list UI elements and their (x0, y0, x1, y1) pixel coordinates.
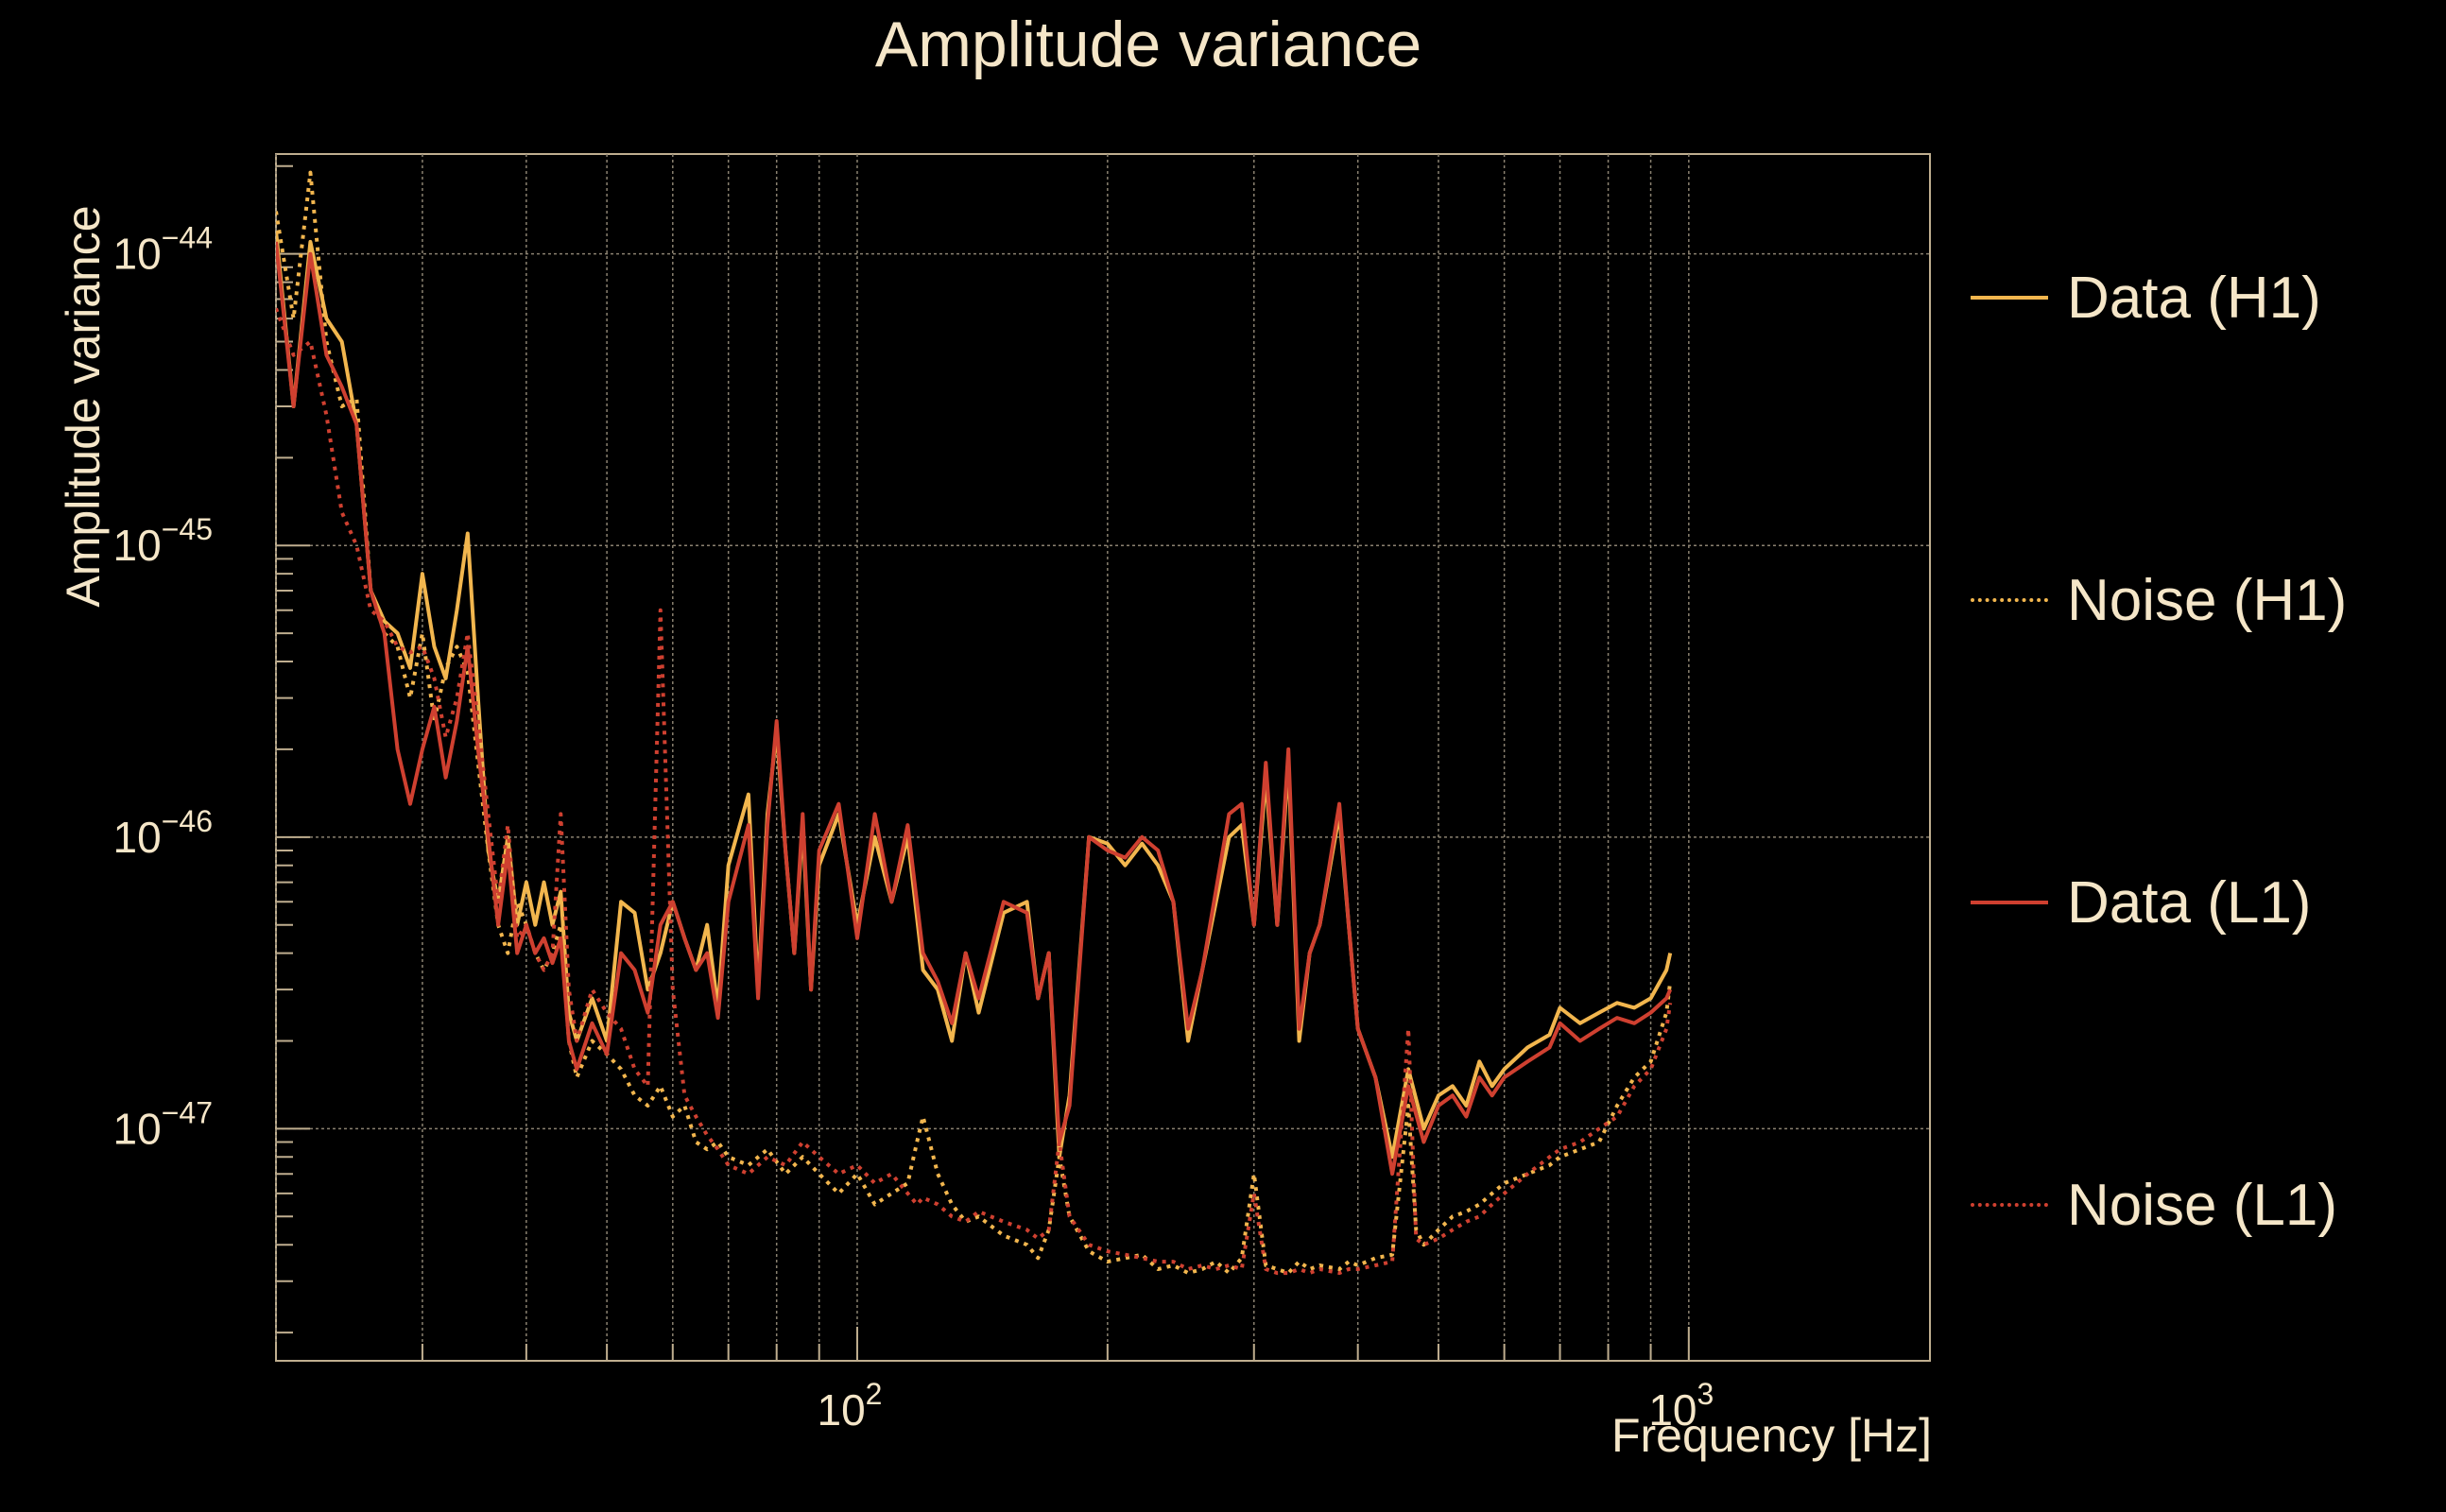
legend-label-data-h1: Data (H1) (2067, 265, 2321, 331)
legend-swatch-noise-h1 (1971, 598, 2048, 602)
series-line-3 (276, 307, 1673, 1276)
y-tick-label: 10−46 (113, 804, 213, 862)
y-axis-label: Amplitude variance (57, 205, 110, 608)
x-tick-label: 102 (817, 1377, 882, 1435)
y-tick-label: 10−45 (113, 512, 213, 570)
legend-swatch-data-l1 (1971, 901, 2048, 904)
legend-label-noise-h1: Noise (H1) (2067, 567, 2348, 633)
legend-item-data-l1: Data (L1) (1971, 865, 2311, 940)
series-line-2 (276, 241, 1673, 1177)
legend-label-noise-l1: Noise (L1) (2067, 1172, 2337, 1238)
legend-label-data-l1: Data (L1) (2067, 869, 2312, 936)
chart-title: Amplitude variance (874, 9, 1422, 80)
y-tick-label: 10−47 (113, 1095, 213, 1153)
x-tick-label: 103 (1648, 1377, 1714, 1435)
legend-swatch-noise-l1 (1971, 1203, 2048, 1207)
legend: Data (H1) Noise (H1) Data (L1) Noise (L1… (1971, 0, 2424, 1512)
plot-frame (275, 153, 1931, 1362)
axis-ticks: 10−44 10−45 10−46 10−47 102 103 (113, 164, 1714, 1435)
series-lines (276, 170, 1673, 1276)
legend-swatch-data-h1 (1971, 296, 2048, 300)
y-tick-label: 10−44 (113, 221, 213, 279)
x-axis-label: Frequency [Hz] (1611, 1409, 1932, 1462)
legend-item-noise-h1: Noise (H1) (1971, 562, 2347, 638)
legend-item-noise-l1: Noise (L1) (1971, 1167, 2337, 1243)
legend-item-data-h1: Data (H1) (1971, 260, 2321, 335)
